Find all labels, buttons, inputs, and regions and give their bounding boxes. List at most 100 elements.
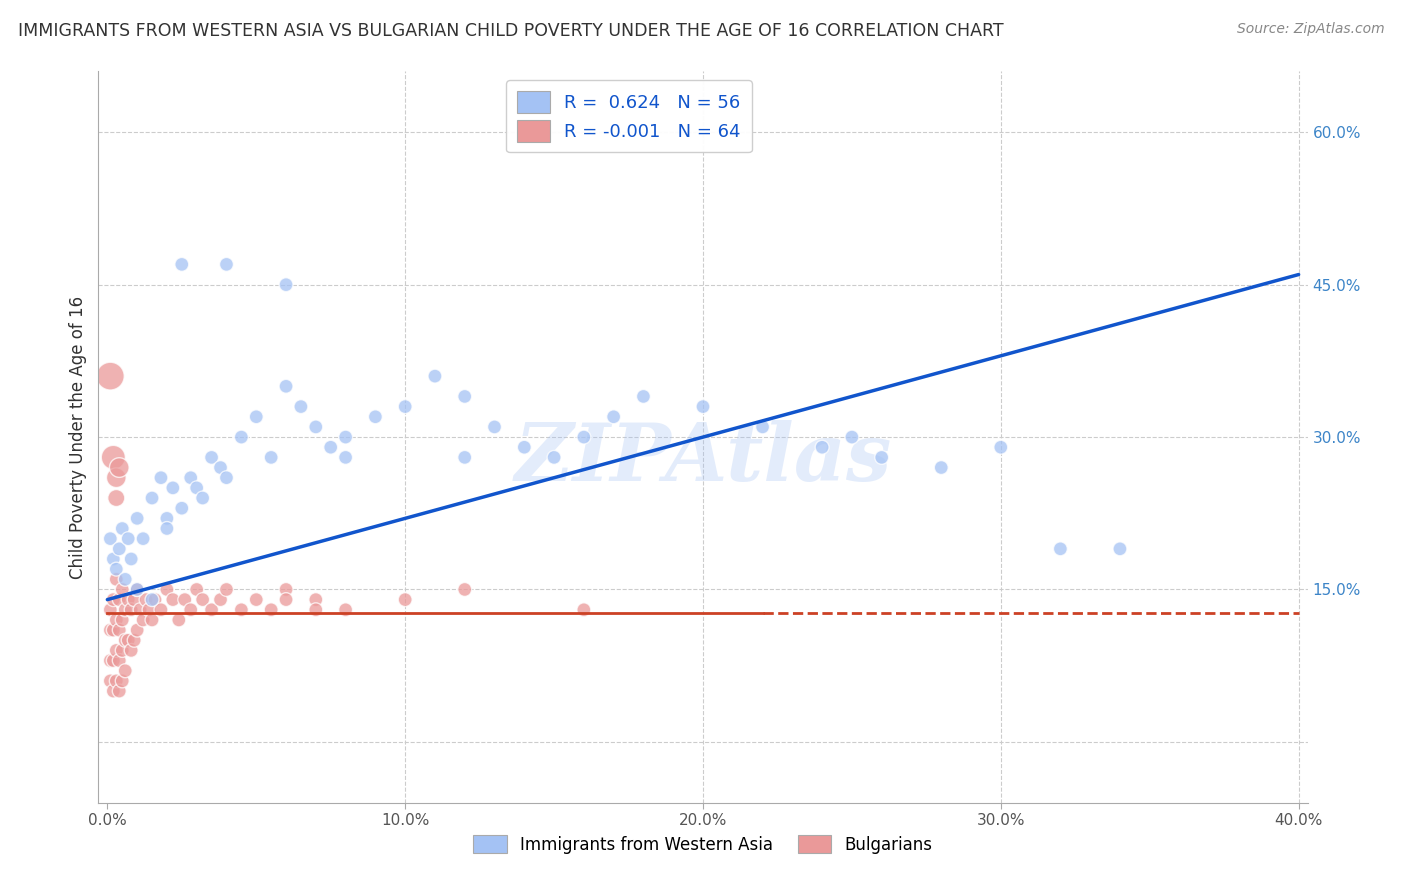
Point xyxy=(117,633,139,648)
Point xyxy=(170,501,193,516)
Point xyxy=(191,491,214,505)
Point xyxy=(170,257,193,271)
Point xyxy=(335,430,357,444)
Point xyxy=(108,684,131,698)
Point xyxy=(114,633,136,648)
Point xyxy=(335,450,357,465)
Point xyxy=(111,521,134,535)
Point xyxy=(143,592,166,607)
Point xyxy=(633,389,655,403)
Point xyxy=(245,409,267,424)
Point xyxy=(274,592,297,607)
Point xyxy=(180,603,202,617)
Point xyxy=(454,389,477,403)
Point xyxy=(231,603,253,617)
Point xyxy=(156,511,179,525)
Point xyxy=(127,511,149,525)
Point xyxy=(231,430,253,444)
Point xyxy=(423,369,446,384)
Point xyxy=(141,592,163,607)
Point xyxy=(162,592,184,607)
Point xyxy=(929,460,952,475)
Point xyxy=(108,460,131,475)
Point xyxy=(103,623,125,637)
Point xyxy=(260,450,283,465)
Point xyxy=(572,603,595,617)
Point xyxy=(149,471,172,485)
Point xyxy=(105,562,128,576)
Point xyxy=(98,654,121,668)
Point xyxy=(141,491,163,505)
Point xyxy=(841,430,863,444)
Point xyxy=(105,491,128,505)
Point xyxy=(103,684,125,698)
Point xyxy=(98,623,121,637)
Point xyxy=(543,450,565,465)
Point xyxy=(454,450,477,465)
Point xyxy=(105,643,128,657)
Point xyxy=(200,603,222,617)
Point xyxy=(120,603,142,617)
Point xyxy=(127,582,149,597)
Point xyxy=(127,623,149,637)
Point xyxy=(120,643,142,657)
Point xyxy=(111,643,134,657)
Point xyxy=(111,673,134,688)
Point xyxy=(103,552,125,566)
Point xyxy=(132,613,155,627)
Point xyxy=(215,257,238,271)
Point xyxy=(117,532,139,546)
Point xyxy=(484,420,506,434)
Point xyxy=(305,420,328,434)
Point xyxy=(108,541,131,556)
Point xyxy=(114,664,136,678)
Point xyxy=(98,532,121,546)
Point xyxy=(260,603,283,617)
Point xyxy=(245,592,267,607)
Point xyxy=(305,603,328,617)
Point xyxy=(200,450,222,465)
Point xyxy=(290,400,312,414)
Point xyxy=(274,277,297,292)
Point xyxy=(117,592,139,607)
Text: IMMIGRANTS FROM WESTERN ASIA VS BULGARIAN CHILD POVERTY UNDER THE AGE OF 16 CORR: IMMIGRANTS FROM WESTERN ASIA VS BULGARIA… xyxy=(18,22,1004,40)
Point xyxy=(114,603,136,617)
Point xyxy=(209,460,232,475)
Point xyxy=(602,409,624,424)
Point xyxy=(108,592,131,607)
Point xyxy=(186,481,208,495)
Point xyxy=(108,654,131,668)
Point xyxy=(364,409,387,424)
Point xyxy=(108,623,131,637)
Point xyxy=(105,673,128,688)
Point xyxy=(191,592,214,607)
Point xyxy=(319,440,342,454)
Point xyxy=(120,552,142,566)
Point xyxy=(167,613,190,627)
Point xyxy=(98,369,121,384)
Point xyxy=(572,430,595,444)
Point xyxy=(132,532,155,546)
Point xyxy=(335,603,357,617)
Point xyxy=(141,613,163,627)
Point xyxy=(98,673,121,688)
Point xyxy=(513,440,536,454)
Legend: Immigrants from Western Asia, Bulgarians: Immigrants from Western Asia, Bulgarians xyxy=(467,829,939,860)
Point xyxy=(105,572,128,586)
Point xyxy=(135,592,157,607)
Y-axis label: Child Poverty Under the Age of 16: Child Poverty Under the Age of 16 xyxy=(69,295,87,579)
Point xyxy=(274,582,297,597)
Point xyxy=(156,521,179,535)
Point xyxy=(149,603,172,617)
Point xyxy=(394,592,416,607)
Point xyxy=(162,481,184,495)
Point xyxy=(98,603,121,617)
Point xyxy=(122,633,145,648)
Point xyxy=(180,471,202,485)
Point xyxy=(156,582,179,597)
Point xyxy=(105,471,128,485)
Point xyxy=(138,603,160,617)
Point xyxy=(811,440,834,454)
Point xyxy=(215,471,238,485)
Point xyxy=(692,400,714,414)
